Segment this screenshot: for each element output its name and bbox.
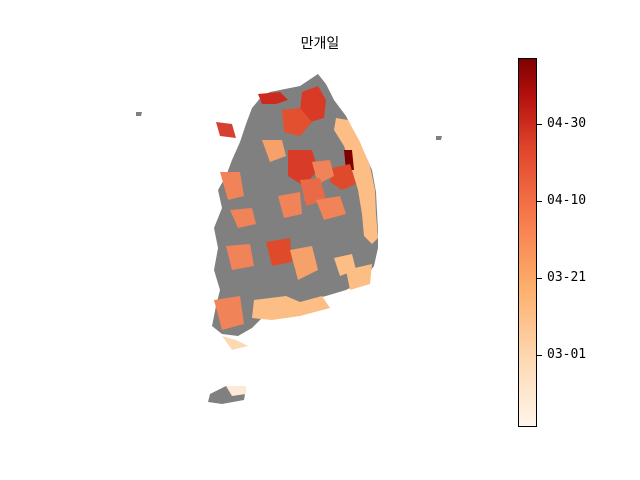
region-west-2	[230, 208, 256, 228]
jeju-east	[226, 386, 246, 396]
region-southwest-2	[214, 296, 244, 330]
region-central-5	[300, 178, 326, 206]
region-north-3	[282, 108, 312, 136]
region-northwest	[216, 122, 236, 138]
colorbar-label-04-10: 04-10	[547, 193, 587, 208]
region-central-1	[288, 150, 318, 186]
colorbar-label-04-30: 04-30	[547, 116, 587, 131]
region-central-3	[262, 140, 286, 162]
colorbar-label-03-21: 03-21	[547, 270, 587, 285]
colorbar-tick-03-21	[537, 278, 542, 279]
region-southwest-1	[226, 244, 254, 270]
region-east-1	[330, 164, 356, 190]
region-islands-sw	[222, 336, 248, 350]
west-island	[136, 112, 142, 116]
map-title: 만개일	[300, 36, 340, 52]
region-central-4	[278, 192, 302, 218]
colorbar	[518, 58, 537, 427]
east-coast-band	[334, 118, 378, 244]
region-west-1	[220, 172, 244, 200]
region-south-2	[290, 246, 318, 280]
colorbar-label-03-01: 03-01	[547, 347, 587, 362]
region-south-coast	[252, 296, 330, 320]
region-south-1	[266, 238, 292, 266]
ulleung-island	[436, 136, 442, 140]
colorbar-tick-04-10	[537, 201, 542, 202]
colorbar-tick-04-30	[537, 124, 542, 125]
region-central-2	[312, 160, 334, 184]
region-southeast	[346, 264, 372, 290]
region-north-1	[258, 92, 288, 104]
colorbar-tick-03-01	[537, 355, 542, 356]
region-central-6	[316, 196, 346, 220]
region-north-2	[300, 86, 326, 122]
